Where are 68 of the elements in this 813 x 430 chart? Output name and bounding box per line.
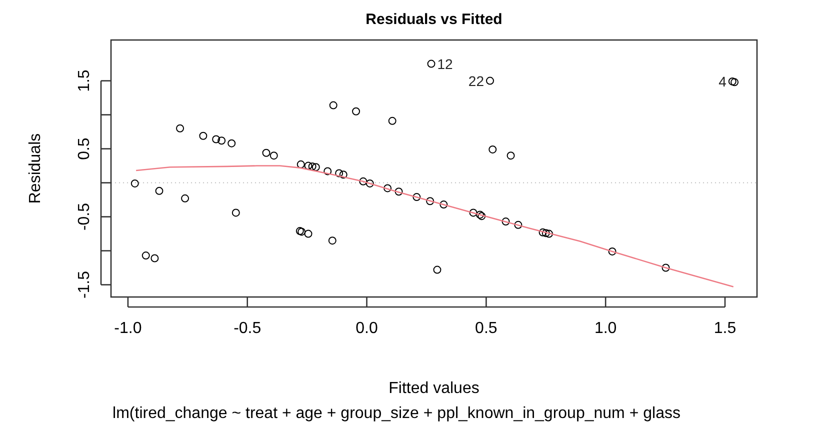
x-tick-label: -1.0	[114, 320, 142, 337]
point	[212, 135, 220, 144]
annotation: 22	[468, 72, 484, 89]
y-tick-label: 0.5	[76, 138, 93, 160]
point	[388, 116, 396, 125]
x-axis-title: Fitted values	[388, 380, 480, 397]
point	[304, 230, 312, 238]
point	[270, 152, 278, 160]
point	[199, 132, 208, 140]
point	[506, 152, 515, 160]
annotation: 4	[718, 73, 727, 90]
point	[427, 60, 436, 68]
chart-title: Residuals vs Fitted	[366, 11, 502, 28]
point	[426, 197, 434, 206]
point	[352, 107, 360, 116]
point	[488, 145, 497, 154]
point	[542, 229, 550, 238]
point	[232, 208, 240, 217]
point	[228, 139, 236, 148]
point	[328, 236, 336, 245]
point	[335, 169, 344, 178]
point	[142, 252, 150, 260]
point	[218, 136, 226, 145]
point	[538, 228, 547, 236]
x-tick-label: 0.0	[356, 320, 378, 337]
point	[514, 220, 522, 229]
point	[329, 101, 338, 110]
point	[412, 193, 421, 202]
point	[308, 162, 316, 170]
point	[296, 160, 305, 168]
y-tick-label: -1.5	[76, 270, 93, 299]
point	[662, 264, 670, 272]
point	[324, 167, 332, 176]
point	[728, 77, 736, 86]
y-axis-title: Residuals	[27, 133, 44, 204]
point	[486, 76, 494, 85]
point	[298, 228, 306, 236]
point	[394, 188, 403, 196]
point	[608, 247, 616, 256]
x-tick-label: -0.5	[234, 320, 262, 337]
point	[296, 227, 304, 236]
y-tick-label: -0.5	[76, 202, 93, 231]
annotation: 12	[437, 56, 454, 72]
point	[502, 218, 510, 226]
point	[384, 184, 392, 192]
point	[730, 78, 739, 86]
point	[304, 162, 312, 170]
point	[440, 200, 448, 209]
point	[476, 210, 484, 219]
point	[359, 177, 368, 186]
point	[339, 170, 348, 179]
point	[433, 266, 442, 274]
point	[130, 179, 139, 188]
point	[181, 194, 190, 202]
point	[262, 148, 270, 157]
point	[544, 230, 553, 238]
point	[150, 254, 159, 262]
point	[469, 208, 478, 217]
text: lm(tired_change ~ treat + age + group_size + ppl_known_in_group_num + glass	[112, 405, 680, 422]
point	[478, 212, 486, 220]
point	[312, 163, 320, 172]
point	[176, 124, 184, 132]
point	[155, 186, 164, 195]
x-tick-label: 1.5	[714, 320, 736, 337]
x-tick-label: 1.0	[594, 320, 617, 337]
x-tick-label: 0.5	[475, 320, 498, 337]
point	[366, 179, 374, 188]
y-tick-label: 1.5	[76, 70, 93, 92]
